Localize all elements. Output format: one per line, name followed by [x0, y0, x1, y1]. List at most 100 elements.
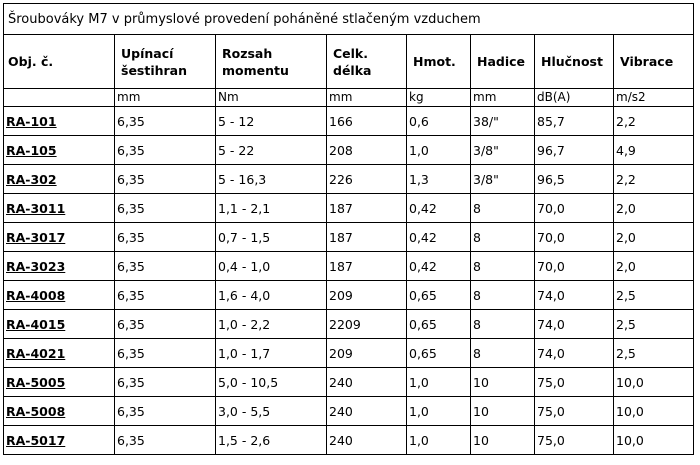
vibration-value: 2,2: [612, 106, 695, 136]
noise-value: 96,7: [534, 135, 614, 165]
torque-range-value: 1,0 - 1,7: [215, 338, 327, 368]
vibration-value: 4,9: [612, 135, 695, 165]
hex-chuck-value: 6,35: [114, 222, 216, 252]
unit-cell: dB(A): [534, 88, 614, 107]
header-hose: Hadice: [470, 34, 535, 89]
weight-value: 0,42: [406, 222, 471, 252]
noise-value: 74,0: [534, 280, 614, 310]
hex-chuck-value: 6,35: [114, 367, 216, 397]
order-number-cell: RA-3023: [3, 251, 115, 281]
order-number-cell: RA-5005: [3, 367, 115, 397]
torque-range-value: 0,7 - 1,5: [215, 222, 327, 252]
order-number-link[interactable]: RA-3017: [6, 229, 66, 245]
weight-value: 1,0: [406, 367, 471, 397]
product-table-container: Šroubováky M7 v průmyslové provedení poh…: [2, 3, 695, 455]
header-vibration: Vibrace: [612, 34, 695, 89]
torque-range-value: 1,0 - 2,2: [215, 309, 327, 339]
order-number-link[interactable]: RA-105: [6, 142, 57, 158]
total-length-value: 209: [326, 338, 407, 368]
hose-value: 8: [470, 222, 535, 252]
order-number-cell: RA-4008: [3, 280, 115, 310]
total-length-value: 208: [326, 135, 407, 165]
table-row: RA-4021 6,35 1,0 - 1,7 209 0,65 8 74,0 2,5: [3, 338, 695, 368]
noise-value: 74,0: [534, 309, 614, 339]
order-number-cell: RA-101: [3, 106, 115, 136]
hex-chuck-value: 6,35: [114, 106, 216, 136]
torque-range-value: 0,4 - 1,0: [215, 251, 327, 281]
order-number-cell: RA-4021: [3, 338, 115, 368]
table-row: RA-302 6,35 5 - 16,3 226 1,3 3/8" 96,5 2,2: [3, 164, 695, 194]
order-number-cell: RA-4015: [3, 309, 115, 339]
order-number-cell: RA-3017: [3, 222, 115, 252]
table-row: RA-4015 6,35 1,0 - 2,2 2209 0,65 8 74,0 2,5: [3, 309, 695, 339]
hose-value: 10: [470, 367, 535, 397]
hex-chuck-value: 6,35: [114, 425, 216, 455]
torque-range-value: 5 - 12: [215, 106, 327, 136]
units-row: mm Nm mm kg mm dB(A) m/s2: [3, 88, 695, 107]
hose-value: 38/": [470, 106, 535, 136]
unit-cell: mm: [470, 88, 535, 107]
header-total-length: Celk. délka: [326, 34, 407, 89]
weight-value: 1,0: [406, 396, 471, 426]
header-order-number: Obj. č.: [3, 34, 115, 89]
table-row: RA-3023 6,35 0,4 - 1,0 187 0,42 8 70,0 2,0: [3, 251, 695, 281]
hex-chuck-value: 6,35: [114, 135, 216, 165]
torque-range-value: 5 - 16,3: [215, 164, 327, 194]
vibration-value: 10,0: [612, 367, 695, 397]
hex-chuck-value: 6,35: [114, 280, 216, 310]
table-row: RA-101 6,35 5 - 12 166 0,6 38/" 85,7 2,2: [3, 106, 695, 136]
vibration-value: 2,0: [612, 251, 695, 281]
table-row: RA-3017 6,35 0,7 - 1,5 187 0,42 8 70,0 2,0: [3, 222, 695, 252]
noise-value: 70,0: [534, 222, 614, 252]
torque-range-value: 1,5 - 2,6: [215, 425, 327, 455]
noise-value: 96,5: [534, 164, 614, 194]
hex-chuck-value: 6,35: [114, 251, 216, 281]
total-length-value: 187: [326, 193, 407, 223]
noise-value: 75,0: [534, 367, 614, 397]
hose-value: 8: [470, 309, 535, 339]
header-torque-range: Rozsah momentu: [215, 34, 327, 89]
order-number-link[interactable]: RA-5005: [6, 374, 66, 390]
unit-cell: mm: [114, 88, 216, 107]
unit-cell: [3, 88, 115, 107]
table-row: RA-5008 6,35 3,0 - 5,5 240 1,0 10 75,0 10,0: [3, 396, 695, 426]
torque-range-value: 1,6 - 4,0: [215, 280, 327, 310]
vibration-value: 2,5: [612, 338, 695, 368]
hose-value: 8: [470, 280, 535, 310]
vibration-value: 2,2: [612, 164, 695, 194]
hose-value: 8: [470, 251, 535, 281]
order-number-link[interactable]: RA-5017: [6, 432, 66, 448]
weight-value: 0,65: [406, 309, 471, 339]
noise-value: 75,0: [534, 396, 614, 426]
vibration-value: 2,0: [612, 193, 695, 223]
table-row: RA-3011 6,35 1,1 - 2,1 187 0,42 8 70,0 2,0: [3, 193, 695, 223]
vibration-value: 2,5: [612, 309, 695, 339]
order-number-link[interactable]: RA-101: [6, 113, 57, 129]
order-number-cell: RA-5008: [3, 396, 115, 426]
order-number-link[interactable]: RA-302: [6, 171, 57, 187]
header-noise: Hlučnost: [534, 34, 614, 89]
total-length-value: 166: [326, 106, 407, 136]
hose-value: 10: [470, 425, 535, 455]
hex-chuck-value: 6,35: [114, 396, 216, 426]
weight-value: 0,65: [406, 338, 471, 368]
hose-value: 8: [470, 193, 535, 223]
weight-value: 0,42: [406, 193, 471, 223]
order-number-link[interactable]: RA-3023: [6, 258, 66, 274]
total-length-value: 187: [326, 251, 407, 281]
hose-value: 10: [470, 396, 535, 426]
table-row: RA-5005 6,35 5,0 - 10,5 240 1,0 10 75,0 10,0: [3, 367, 695, 397]
vibration-value: 10,0: [612, 396, 695, 426]
order-number-link[interactable]: RA-4015: [6, 316, 66, 332]
hex-chuck-value: 6,35: [114, 193, 216, 223]
vibration-value: 10,0: [612, 425, 695, 455]
header-row: Obj. č. Upínací šestihran Rozsah momentu Ce…: [3, 34, 695, 89]
order-number-link[interactable]: RA-4021: [6, 345, 66, 361]
total-length-value: 209: [326, 280, 407, 310]
unit-cell: mm: [326, 88, 407, 107]
order-number-link[interactable]: RA-5008: [6, 403, 66, 419]
torque-range-value: 5,0 - 10,5: [215, 367, 327, 397]
total-length-value: 240: [326, 367, 407, 397]
order-number-link[interactable]: RA-4008: [6, 287, 66, 303]
order-number-link[interactable]: RA-3011: [6, 200, 66, 216]
